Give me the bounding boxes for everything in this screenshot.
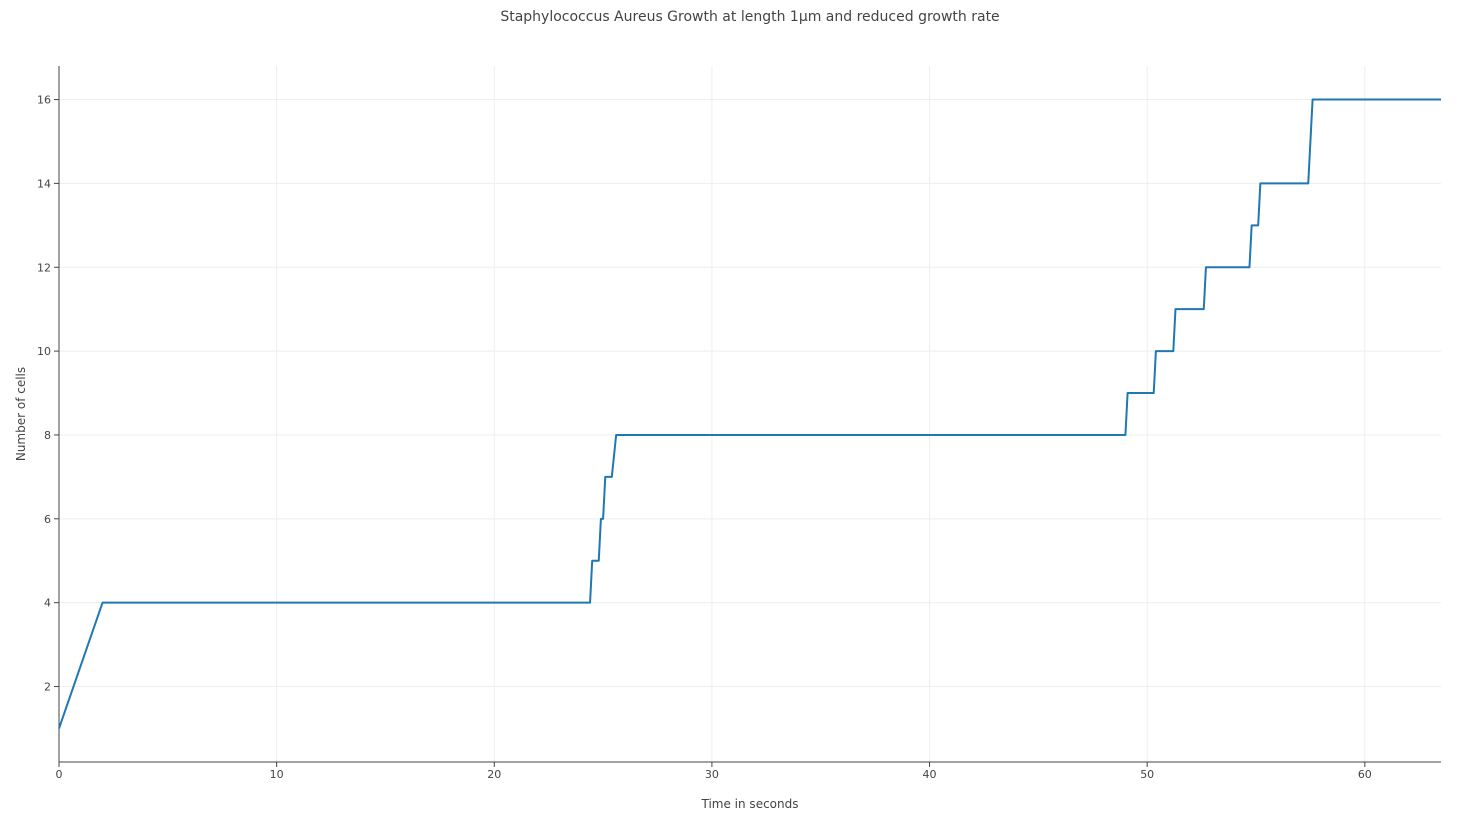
x-tick-label: 40 xyxy=(923,768,937,781)
x-tick-label: 0 xyxy=(56,768,63,781)
x-tick-label: 60 xyxy=(1358,768,1372,781)
y-tick-label: 6 xyxy=(44,513,51,526)
y-tick-label: 12 xyxy=(37,261,51,274)
x-tick-label: 50 xyxy=(1140,768,1154,781)
y-axis-title: Number of cells xyxy=(14,367,28,461)
y-tick-label: 10 xyxy=(37,345,51,358)
y-tick-label: 2 xyxy=(44,681,51,694)
x-tick-label: 30 xyxy=(705,768,719,781)
x-tick-label: 10 xyxy=(270,768,284,781)
axis-ticks: 0 10 20 30 40 50 60 2 4 6 8 10 12 14 16 xyxy=(37,94,1372,781)
grid xyxy=(59,66,1441,762)
y-tick-label: 4 xyxy=(44,597,51,610)
chart-title: Staphylococcus Aureus Growth at length 1… xyxy=(500,9,999,25)
y-tick-label: 14 xyxy=(37,177,51,190)
series-layer xyxy=(58,98,1441,729)
x-tick-label: 20 xyxy=(487,768,501,781)
x-axis-title: Time in seconds xyxy=(701,797,799,811)
y-tick-label: 16 xyxy=(37,94,51,107)
y-tick-label: 8 xyxy=(44,429,51,442)
series-line xyxy=(58,98,1441,729)
